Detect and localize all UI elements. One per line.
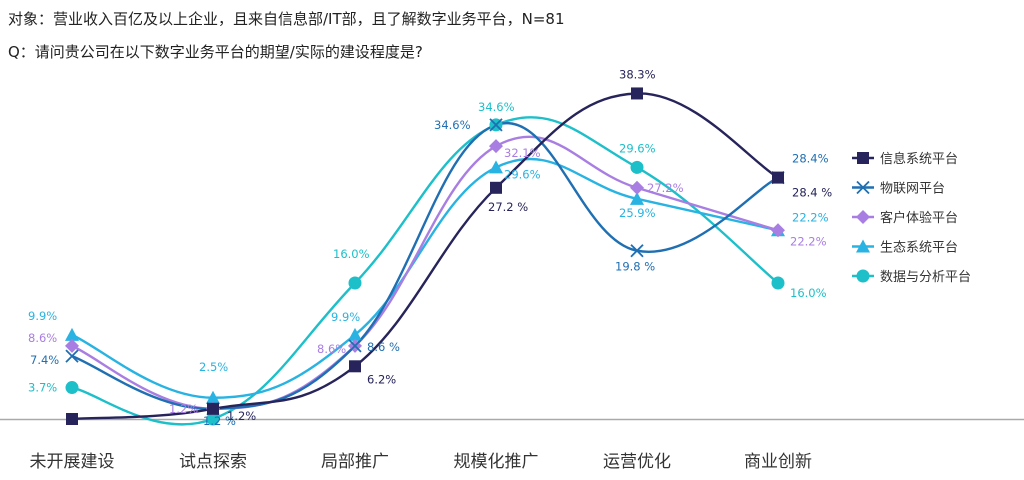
data-point	[630, 160, 644, 174]
data-label: 16.0%	[333, 247, 370, 261]
legend-marker	[856, 180, 870, 195]
data-label: 3.7%	[28, 381, 57, 395]
data-label: 9.9%	[28, 309, 57, 323]
data-point	[630, 191, 644, 205]
data-label: 34.6%	[434, 118, 471, 132]
legend-marker	[857, 152, 869, 164]
data-label: 1.2%	[169, 402, 198, 416]
series-line	[71, 135, 779, 411]
data-label: 29.6%	[504, 167, 541, 181]
data-point	[206, 412, 220, 426]
data-point	[771, 276, 785, 290]
data-point	[65, 381, 79, 395]
data-point	[489, 139, 503, 154]
data-point	[771, 223, 785, 238]
data-label: 22.2%	[790, 234, 827, 248]
legend-marker	[856, 239, 870, 253]
legend-label: 物联网平台	[880, 182, 945, 197]
series-line	[71, 92, 779, 421]
chart-subtitle-audience: 对象：营业收入百亿及以上企业，且来自信息部/IT部，且了解数字业务平台，N=81	[8, 10, 565, 28]
chart-subtitle-question: Q：请问贵公司在以下数字业务平台的期望/实际的建设程度是?	[8, 43, 423, 61]
data-label: 8.6%	[317, 342, 346, 356]
x-tick-label: 未开展建设	[30, 452, 115, 472]
legend-marker	[856, 269, 870, 283]
x-tick-label: 运营优化	[603, 452, 671, 472]
data-label: 1.2%	[227, 409, 256, 423]
legend-label: 信息系统平台	[880, 151, 958, 167]
data-label: 22.2%	[792, 210, 829, 224]
data-label: 27.2%	[647, 181, 684, 195]
data-label: 34.6%	[478, 100, 515, 114]
data-point	[66, 413, 78, 425]
data-point	[631, 87, 643, 100]
data-label: 6.2%	[367, 372, 396, 386]
data-point	[206, 390, 220, 404]
data-label: 19.8 %	[615, 260, 655, 274]
data-point	[489, 118, 503, 132]
data-label: 28.4 %	[792, 186, 832, 200]
data-label: 28.4%	[792, 152, 829, 166]
x-tick-label: 规模化推广	[454, 452, 539, 472]
data-point	[489, 160, 503, 174]
data-point	[65, 338, 79, 353]
data-label: 1.2 %	[203, 414, 236, 428]
data-point	[65, 349, 79, 363]
data-point	[630, 244, 644, 258]
data-point	[348, 276, 362, 290]
data-label: 32.1%	[504, 146, 541, 160]
data-label: 38.3%	[619, 67, 656, 81]
data-point	[207, 402, 219, 415]
data-point	[772, 171, 784, 184]
x-tick-label: 试点探索	[179, 452, 247, 472]
data-label: 7.4%	[30, 353, 59, 367]
x-tick-label: 商业创新	[744, 452, 812, 472]
legend-marker	[856, 210, 870, 224]
data-point	[349, 360, 361, 373]
data-point	[630, 180, 644, 195]
legend-label: 生态系统平台	[880, 241, 958, 256]
data-point	[490, 181, 502, 194]
series-line	[71, 116, 779, 426]
data-point	[348, 327, 362, 341]
data-point	[348, 339, 362, 353]
data-label: 25.9%	[619, 206, 656, 220]
x-tick-label: 局部推广	[321, 452, 389, 472]
legend-label: 数据与分析平台	[880, 270, 971, 285]
data-point	[65, 327, 79, 341]
series-line	[71, 121, 779, 411]
series-line	[71, 157, 779, 399]
data-label: 16.0%	[790, 286, 827, 300]
data-label: 27.2 %	[488, 200, 528, 214]
legend-label: 客户体验平台	[880, 210, 958, 226]
data-label: 29.6%	[619, 141, 656, 155]
data-label: 8.6%	[28, 331, 57, 345]
data-label: 8.6 %	[367, 340, 400, 354]
data-label: 9.9%	[331, 310, 360, 324]
data-label: 2.5%	[199, 360, 228, 374]
